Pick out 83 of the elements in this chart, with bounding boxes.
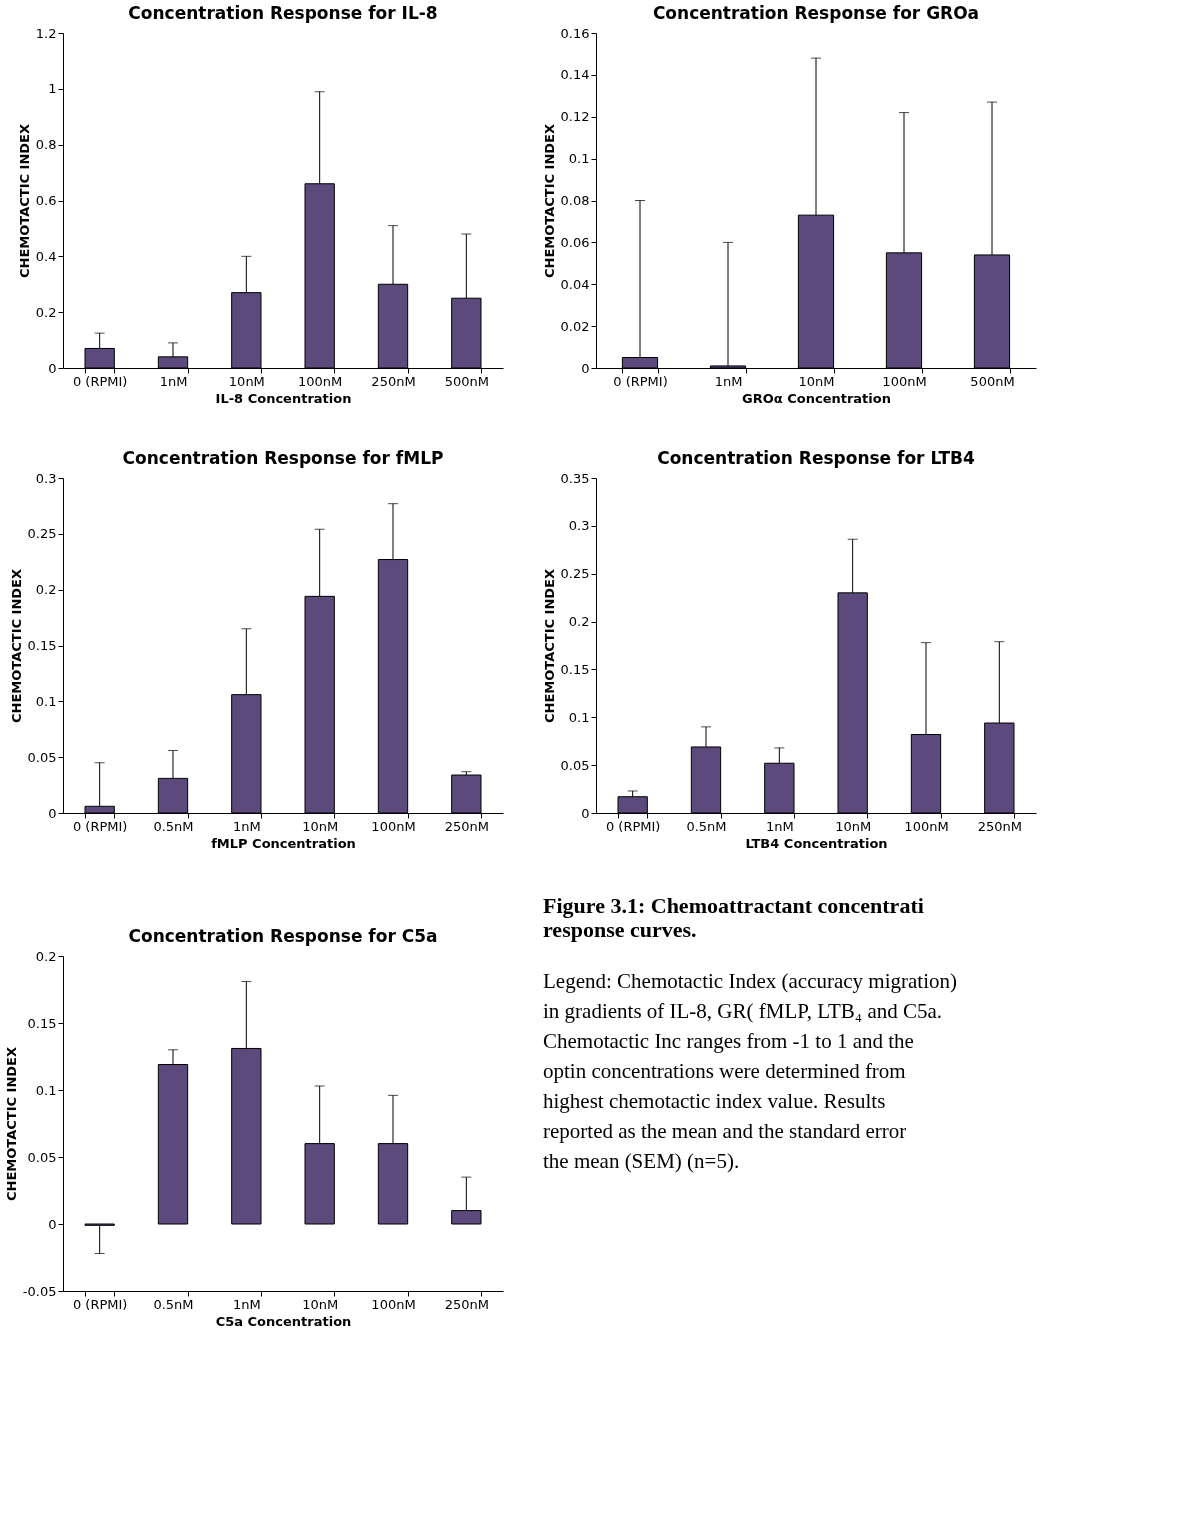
x-tick-label: 250nM	[444, 818, 489, 834]
y-tick-label: 0	[48, 1216, 57, 1232]
y-tick-label: 0.16	[560, 25, 590, 41]
x-tick-label: 10nM	[302, 1296, 339, 1312]
text: Figure 3.1: Chemoattractant concentrati response curves.	[543, 893, 924, 942]
y-tick-label: 0.08	[560, 193, 590, 208]
y-axis-title: CHEMOTACTIC INDEX	[8, 569, 24, 723]
x-tick-label: 0 (RPMI)	[605, 818, 661, 834]
x-tick-label: 100nM	[882, 373, 927, 389]
y-tick-label: 0.1	[568, 151, 590, 167]
x-tick-label: 10nM	[228, 373, 265, 389]
y-tick-label: 0.2	[35, 948, 57, 964]
y-axis-title: CHEMOTACTIC INDEX	[16, 124, 32, 278]
chart-title: Concentration Response for LTB4	[657, 448, 975, 468]
x-tick-label: 0 (RPMI)	[72, 1296, 128, 1312]
x-tick-label: 1nM	[765, 818, 794, 834]
x-tick-label: 250nM	[444, 1296, 489, 1312]
y-tick-label: 0	[581, 805, 590, 821]
x-tick-label: 250nM	[977, 818, 1022, 834]
x-tick-label: 100nM	[371, 1296, 416, 1312]
x-tick-label: 1nM	[714, 373, 743, 389]
y-tick-label: 0.35	[560, 470, 590, 486]
y-tick-label: 0.1	[568, 709, 590, 725]
y-tick-label: 0.2	[35, 582, 57, 598]
x-tick-label: 0.5nM	[686, 818, 727, 834]
x-tick-label: 500nM	[970, 373, 1015, 389]
y-tick-label: 0.25	[560, 566, 590, 582]
y-tick-label: 0.3	[568, 518, 590, 534]
x-axis-title: LTB4 Concentration	[745, 835, 888, 851]
x-axis-title: C5a Concentration	[215, 1313, 352, 1329]
chart-title: Concentration Response for GROa	[652, 3, 980, 23]
y-tick-label: 0.8	[35, 137, 57, 153]
x-tick-label: 10nM	[302, 818, 339, 834]
x-tick-label: 0.5nM	[153, 818, 194, 834]
x-tick-label: 500nM	[444, 373, 489, 389]
x-tick-label: 1nM	[232, 818, 261, 834]
y-tick-label: 0.1	[35, 693, 57, 709]
y-tick-label: 0.4	[35, 248, 57, 264]
y-tick-label: 0.15	[27, 638, 57, 653]
text: Legend: Chemotactic Index (accuracy migration) in gradients of IL-8, GR( fMLP, LTB₄ and C5a. Chemotactic Inc ranges from -1 to 1 and the optin concentrations were determined from highest chemotactic index value. Results reported as the mean and the standard error the mean (SEM) (n=5).	[543, 969, 957, 1173]
chart-title: Concentration Response for IL-8	[128, 3, 438, 23]
x-tick-label: 0 (RPMI)	[72, 373, 128, 389]
y-tick-label: 0.06	[560, 234, 590, 250]
y-tick-label: 0.05	[560, 757, 590, 773]
y-tick-label: 0.05	[27, 749, 57, 765]
y-tick-label: 0.1	[35, 1082, 57, 1098]
y-axis-title: CHEMOTACTIC INDEX	[541, 124, 557, 278]
x-tick-label: 10nM	[798, 373, 835, 389]
y-tick-label: 0.02	[560, 318, 590, 334]
x-tick-label: 100nM	[371, 818, 416, 834]
y-tick-label: 0.2	[35, 304, 57, 320]
chart-title: Concentration Response for C5a	[128, 926, 438, 946]
y-tick-label: 0	[581, 360, 590, 376]
chart-title: Concentration Response for fMLP	[122, 448, 444, 468]
y-tick-label: 0.12	[560, 109, 590, 125]
y-axis-title: CHEMOTACTIC INDEX	[3, 1047, 19, 1201]
x-axis-title: fMLP Concentration	[211, 835, 356, 851]
x-tick-label: 0 (RPMI)	[613, 373, 668, 389]
x-axis-title: GROα Concentration	[742, 390, 891, 406]
y-tick-label: 0.04	[560, 276, 590, 292]
y-tick-label: 0.15	[560, 661, 590, 677]
y-tick-label: 0.25	[27, 526, 57, 542]
x-tick-label: 10nM	[835, 818, 872, 834]
x-tick-label: 0.5nM	[153, 1296, 194, 1312]
y-tick-label: 0	[48, 360, 57, 376]
x-tick-label: 0 (RPMI)	[72, 818, 128, 834]
y-tick-label: 0.2	[568, 614, 590, 630]
y-tick-label: -0.05	[22, 1283, 57, 1299]
y-tick-label: 0.05	[27, 1149, 57, 1165]
x-tick-label: 250nM	[371, 373, 416, 389]
x-tick-label: 1nM	[159, 373, 188, 389]
y-tick-label: 0.6	[35, 193, 57, 208]
x-tick-label: 1nM	[232, 1296, 261, 1312]
x-axis-title: IL-8 Concentration	[215, 390, 352, 406]
y-tick-label: 0.3	[35, 470, 57, 486]
y-tick-label: 1.2	[35, 25, 57, 41]
y-tick-label: 0.15	[27, 1015, 57, 1031]
y-tick-label: 0	[48, 805, 57, 821]
y-tick-label: 1	[48, 81, 57, 97]
y-tick-label: 0.14	[560, 67, 590, 83]
x-tick-label: 100nM	[904, 818, 949, 834]
x-tick-label: 100nM	[298, 373, 343, 389]
y-axis-title: CHEMOTACTIC INDEX	[541, 569, 557, 723]
